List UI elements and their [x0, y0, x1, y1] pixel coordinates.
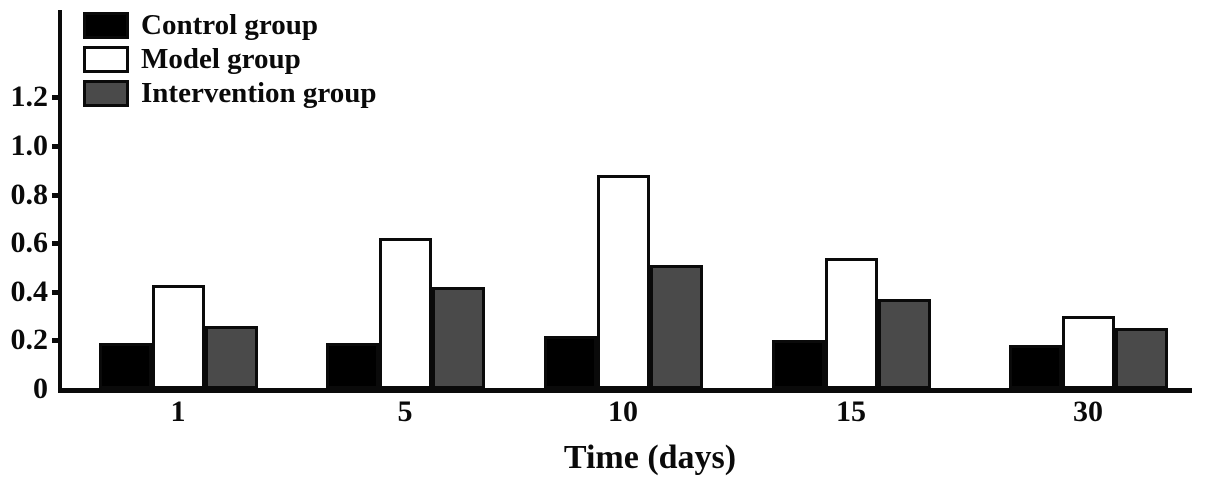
legend-label-control-group: Control group: [141, 9, 318, 41]
bar-intervention-group-day-1: [205, 326, 258, 389]
bar-control-group-day-30: [1009, 345, 1062, 389]
y-tick-label-0.4: 0.4: [10, 274, 49, 308]
x-tick-label-30: 30: [1073, 395, 1103, 428]
x-axis-title: Time (days): [563, 439, 737, 476]
bar-control-group-day-1: [99, 343, 152, 389]
y-tick-0.6: [52, 241, 58, 247]
x-tick-label-15: 15: [836, 395, 866, 428]
bar-intervention-group-day-5: [432, 287, 485, 389]
legend-swatch-control-group: [83, 12, 129, 39]
legend-item-model-group: Model group: [83, 43, 377, 75]
legend-label-model-group: Model group: [141, 43, 301, 75]
bar-control-group-day-15: [772, 340, 825, 389]
bar-model-group-day-15: [825, 258, 878, 389]
x-tick-label-5: 5: [397, 395, 413, 428]
y-tick-0.2: [52, 338, 58, 344]
y-tick-0.8: [52, 192, 58, 198]
bar-control-group-day-5: [326, 343, 379, 389]
y-tick-label-0: 0: [33, 372, 48, 405]
x-tick-label-1: 1: [170, 395, 186, 428]
bar-model-group-day-30: [1062, 316, 1115, 389]
y-tick-label-1.2: 1.2: [10, 80, 49, 114]
y-tick-label-0.2: 0.2: [10, 323, 49, 357]
legend-item-intervention-group: Intervention group: [83, 77, 377, 109]
bar-intervention-group-day-10: [650, 265, 703, 389]
x-axis-line: [58, 388, 1192, 393]
y-tick-0.4: [52, 289, 58, 295]
bar-model-group-day-10: [597, 175, 650, 389]
x-tick-label-10: 10: [608, 395, 638, 428]
y-tick-label-1.0: 1.0: [10, 129, 49, 162]
bar-intervention-group-day-15: [878, 299, 931, 389]
y-axis-line: [58, 10, 62, 393]
y-tick-1.2: [52, 95, 58, 101]
y-tick-label-0.8: 0.8: [10, 177, 49, 211]
bar-control-group-day-10: [544, 336, 597, 389]
legend-swatch-model-group: [83, 46, 129, 73]
bar-model-group-day-1: [152, 285, 205, 389]
legend-item-control-group: Control group: [83, 9, 377, 41]
legend-label-intervention-group: Intervention group: [141, 77, 377, 109]
bar-intervention-group-day-30: [1115, 328, 1168, 389]
legend: Control group Model group Intervention gro…: [83, 9, 377, 114]
legend-swatch-intervention-group: [83, 80, 129, 107]
y-tick-1.0: [52, 144, 58, 149]
y-tick-label-0.6: 0.6: [10, 226, 49, 260]
bar-model-group-day-5: [379, 238, 432, 389]
